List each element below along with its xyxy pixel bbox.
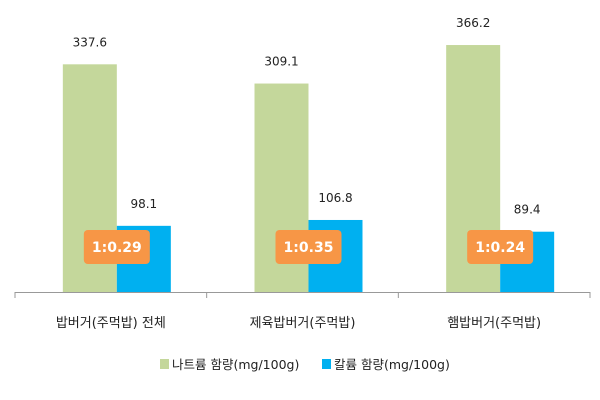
category-label: 제육밥버거(주먹밥) [250, 316, 356, 331]
legend-swatch-potassium [322, 359, 331, 369]
ratio-badge [467, 230, 534, 264]
sodium-value-label: 366.2 [456, 16, 490, 30]
category-label: 햄밥버거(주먹밥) [447, 315, 541, 331]
ratio-badge [83, 230, 150, 264]
ratio-label: 1:0.29 [92, 240, 142, 256]
category-label: 밥버거(주먹밥) 전체 [56, 316, 166, 331]
potassium-value-label: 89.4 [514, 203, 541, 217]
legend-label: 칼륨 함량(mg/100g) [334, 357, 450, 372]
sodium-value-label: 309.1 [264, 55, 298, 69]
potassium-value-label: 98.1 [130, 197, 157, 211]
legend-label: 나트륨 함량(mg/100g) [172, 357, 299, 372]
potassium-value-label: 106.8 [318, 191, 352, 205]
ratio-badge [275, 230, 342, 264]
ratio-label: 1:0.24 [475, 240, 525, 256]
sodium-value-label: 337.6 [73, 35, 107, 49]
ratio-label: 1:0.35 [284, 240, 334, 256]
legend-swatch-sodium [160, 359, 169, 369]
